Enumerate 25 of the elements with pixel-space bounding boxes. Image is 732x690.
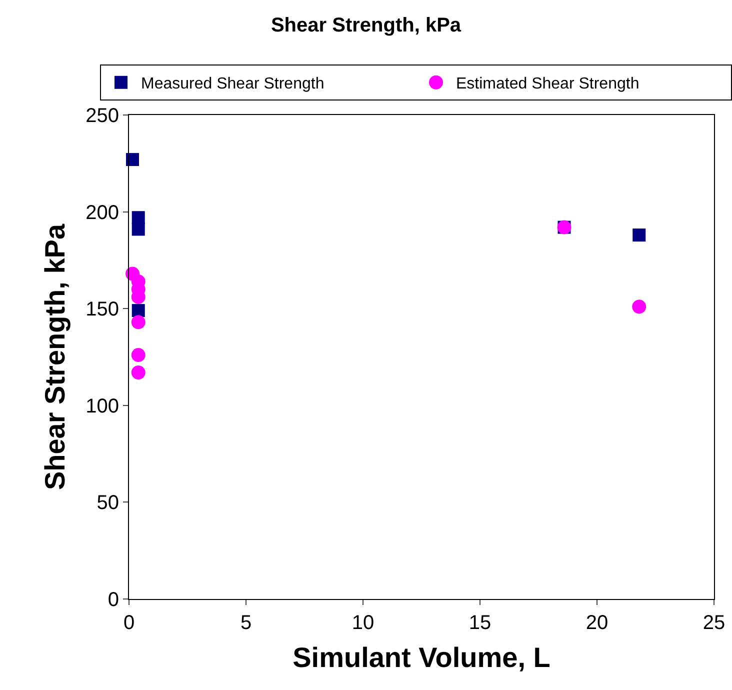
legend-label: Measured Shear Strength [141, 76, 324, 93]
y-tick-label: 200 [86, 202, 119, 224]
point [131, 365, 146, 380]
point [632, 300, 646, 314]
point [632, 228, 646, 242]
y-tick-label: 50 [96, 492, 119, 514]
point [126, 153, 140, 166]
y-tick-label: 100 [86, 395, 119, 418]
x-tick-label: 5 [240, 612, 252, 634]
chart-title: Shear Strength, kPa [270, 14, 462, 36]
x-tick-label: 20 [586, 612, 608, 634]
point [132, 304, 145, 318]
x-axis-title: Simulant Volume, L [292, 642, 550, 674]
x-tick-label: 15 [468, 612, 492, 634]
legend-label: Estimated Shear Strength [456, 76, 640, 93]
y-axis-title: Shear Strength, kPa [39, 224, 70, 490]
point [132, 222, 145, 236]
y-tick-label: 150 [86, 298, 119, 321]
point [131, 315, 146, 330]
x-tick-label: 25 [702, 612, 726, 634]
y-tick-label: 0 [108, 589, 119, 611]
y-tick-label: 250 [86, 105, 119, 127]
x-tick-label: 10 [352, 612, 374, 634]
x-tick-label: 0 [123, 612, 135, 634]
point [131, 348, 146, 362]
